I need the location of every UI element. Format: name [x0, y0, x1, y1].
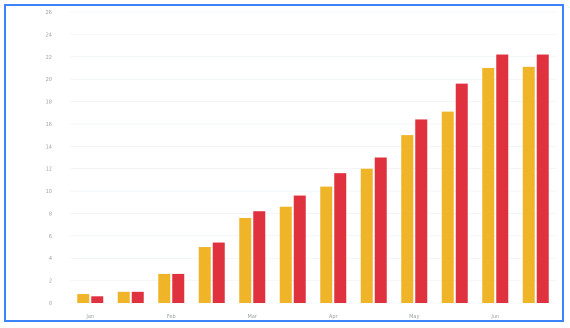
x-tick-label: May — [409, 314, 419, 320]
y-tick-label: 26 — [46, 10, 52, 16]
bar-series-1-2017 — [441, 111, 454, 303]
y-tick-label: 14 — [46, 144, 52, 150]
y-tick-label: 4 — [49, 256, 52, 262]
bar-series-2-2018 — [496, 54, 509, 304]
bar-series-1-2014 — [320, 186, 333, 303]
x-tick-label: Jan — [85, 314, 94, 320]
bar-series-1-2019 — [522, 66, 535, 303]
bar-series-1-2008 — [77, 294, 90, 303]
bar-series-2-2013 — [293, 195, 306, 303]
y-tick-label: 20 — [46, 77, 52, 83]
y-tick-label: 16 — [46, 122, 52, 128]
bar-series-1-2011 — [198, 247, 211, 303]
bar-series-1-2018 — [482, 67, 495, 303]
x-tick-label: Mar — [248, 314, 258, 320]
y-tick-label: 2 — [49, 279, 52, 285]
y-tick-label: 18 — [46, 100, 52, 106]
bar-series-2-2012 — [253, 211, 266, 303]
y-tick-label: 0 — [49, 301, 52, 307]
bar-series-2-2016 — [415, 119, 428, 303]
bars — [77, 54, 549, 304]
x-tick-label: Apr — [329, 314, 339, 320]
y-tick-label: 8 — [49, 211, 52, 217]
x-tick-label: Feb — [167, 314, 176, 320]
bar-series-1-2015 — [360, 168, 373, 303]
y-tick-label: 24 — [46, 32, 52, 38]
y-tick-label: 10 — [46, 189, 52, 195]
bar-series-2-2017 — [455, 83, 468, 303]
x-axis-tick-labels: Jan Feb Mar Apr May Jun — [85, 314, 499, 320]
bar-series-1-2012 — [239, 217, 252, 303]
bar-series-2-2010 — [172, 273, 185, 303]
grid-lines — [70, 11, 556, 304]
bar-series-2-2009 — [131, 291, 144, 303]
bar-series-2-2008 — [91, 296, 104, 303]
bar-series-2-2019 — [536, 54, 549, 304]
x-tick-label: Jun — [490, 314, 499, 320]
bar-series-2-2011 — [212, 242, 225, 303]
y-tick-label: 22 — [46, 55, 52, 61]
bar-series-2-2014 — [334, 173, 347, 303]
bar-series-1-2016 — [401, 135, 414, 303]
bar-series-1-2009 — [117, 291, 130, 303]
y-tick-label: 6 — [49, 234, 52, 240]
bar-series-2-2015 — [374, 157, 387, 303]
bar-series-1-2010 — [158, 273, 171, 303]
bar-series-1-2013 — [279, 206, 292, 303]
y-tick-label: 12 — [46, 167, 52, 173]
